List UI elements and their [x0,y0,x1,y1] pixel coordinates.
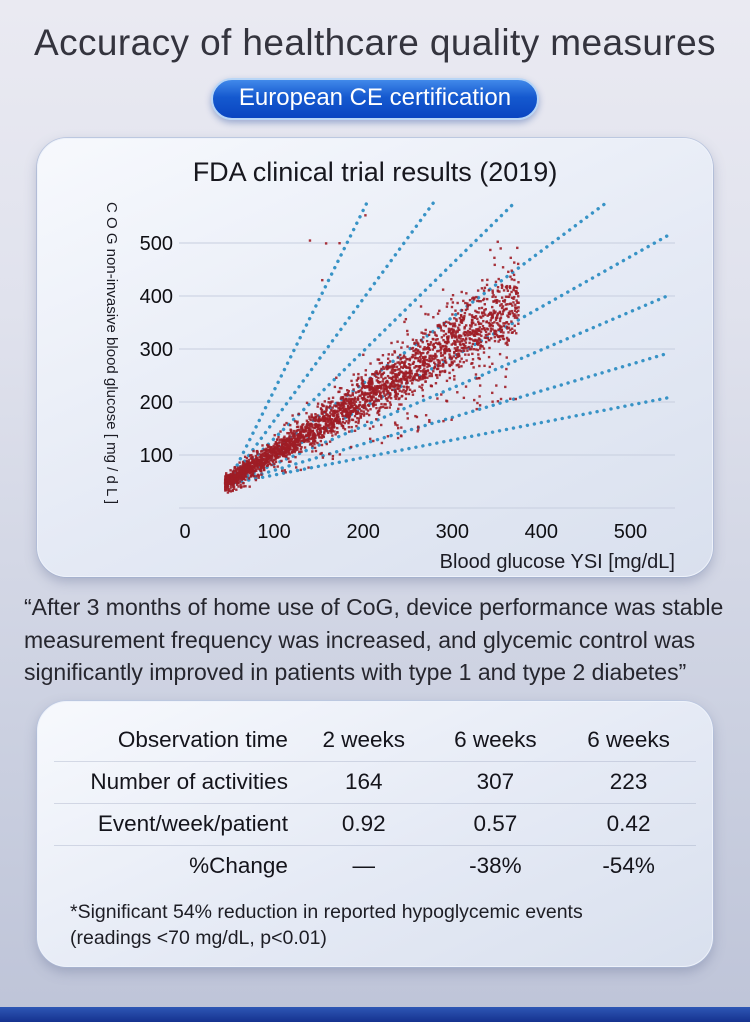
scatter-plot: 100 200 300 400 500 0 100 200 300 400 500 Blood glu… [103,200,675,573]
table-cell: 223 [609,769,648,795]
table-cell: 6 weeks [454,727,537,753]
svg-text:C O G non-invasive blood gluco: C O G non-invasive blood glucose [ mg / … [103,202,120,504]
chart-card: FDA clinical trial results (2019) 100 200… [37,138,713,577]
table-cell: 0.57 [473,811,518,837]
table-cell: — [352,853,376,879]
row-label: Number of activities [90,769,288,795]
footnote: *Significant 54% reduction in reported h… [54,899,696,952]
svg-text:500: 500 [140,233,173,255]
row-label: Observation time [117,727,288,753]
svg-text:100: 100 [257,521,290,543]
chart-title: FDA clinical trial results (2019) [192,157,558,187]
svg-text:300: 300 [436,521,469,543]
table-cell: 6 weeks [587,727,670,753]
footnote-line2: (readings <70 mg/dL, p<0.01) [70,927,327,950]
results-card: Observation time 2 weeks 6 weeks 6 weeks Num… [37,700,713,967]
svg-text:200: 200 [140,392,173,414]
svg-text:400: 400 [525,521,558,543]
table-cell: 0.92 [341,811,386,837]
certification-badge: European CE certification [210,78,540,120]
results-table: Observation time 2 weeks 6 weeks 6 weeks Num… [54,720,696,887]
svg-text:400: 400 [140,286,173,308]
table-cell: -54% [602,853,655,879]
row-label: %Change [189,853,288,879]
footnote-line1: *Significant 54% reduction in reported h… [70,900,583,923]
svg-text:200: 200 [346,521,379,543]
svg-text:Blood glucose YSI [mg/dL]: Blood glucose YSI [mg/dL] [440,551,675,573]
svg-text:300: 300 [140,339,173,361]
page-title: Accuracy of healthcare quality measures [34,22,716,63]
table-cell: 164 [344,769,383,795]
table-row: Observation time 2 weeks 6 weeks 6 weeks [54,720,696,761]
table-row: %Change — -38% -54% [54,844,696,887]
table-cell: 307 [476,769,515,795]
svg-text:500: 500 [614,521,647,543]
table-cell: -38% [469,853,522,879]
table-cell: 0.42 [606,811,651,837]
svg-text:0: 0 [179,521,190,543]
row-label: Event/week/patient [97,811,288,837]
table-row: Event/week/patient 0.92 0.57 0.42 [54,802,696,845]
bottom-bar [0,1007,750,1022]
table-row: Number of activities 164 307 223 [54,760,696,803]
table-cell: 2 weeks [322,727,406,753]
svg-text:100: 100 [140,445,173,467]
quote-text: “After 3 months of home use of CoG, devi… [24,594,724,686]
